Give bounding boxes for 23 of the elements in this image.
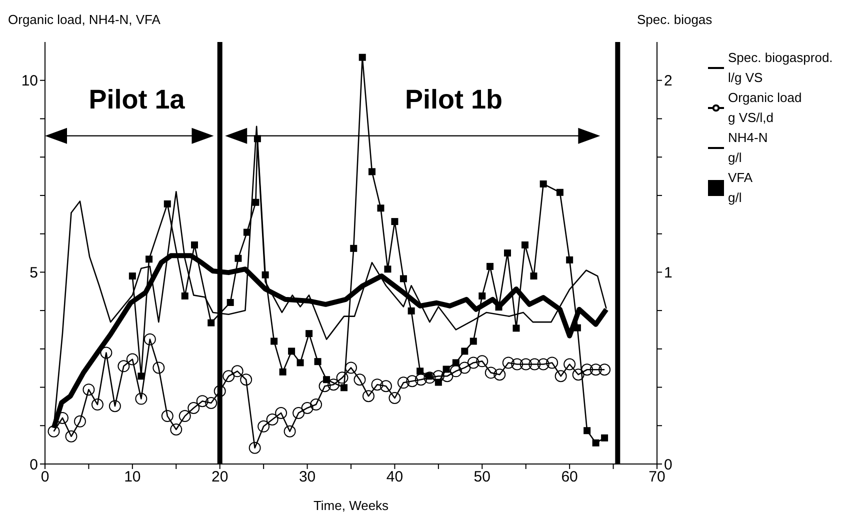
y-tick-label: 10 (21, 72, 38, 90)
annotation: Pilot 1a (88, 84, 186, 114)
y2-axis-title: Spec. biogas (637, 12, 712, 27)
x-tick-label: 40 (386, 468, 404, 486)
legend-label: Spec. biogasprod. l/g VS (728, 49, 833, 87)
legend-label: Organic load g VS/l,d (728, 89, 802, 127)
x-tick-label: 60 (561, 468, 578, 486)
x-tick-label: 10 (124, 468, 141, 486)
x-tick-label: 0 (40, 468, 50, 486)
y-tick-label: 0 (30, 456, 38, 474)
y2-tick-label: 2 (664, 72, 672, 90)
x-tick-label: 70 (648, 468, 666, 486)
x-tick-label: 50 (474, 468, 490, 486)
y-axis-title: Organic load, NH4-N, VFA (8, 12, 160, 27)
x-axis-title: Time, Weeks (312, 498, 390, 513)
y2-tick-label: 0 (664, 456, 672, 474)
legend-label: VFA g/l (728, 169, 753, 207)
y2-tick-label: 1 (664, 264, 672, 282)
annotation: Pilot 1b (404, 84, 502, 114)
x-tick-label: 30 (298, 468, 316, 486)
y-tick-label: 5 (30, 264, 38, 282)
x-tick-label: 20 (212, 468, 228, 486)
legend-label: NH4-N g/l (728, 129, 768, 167)
